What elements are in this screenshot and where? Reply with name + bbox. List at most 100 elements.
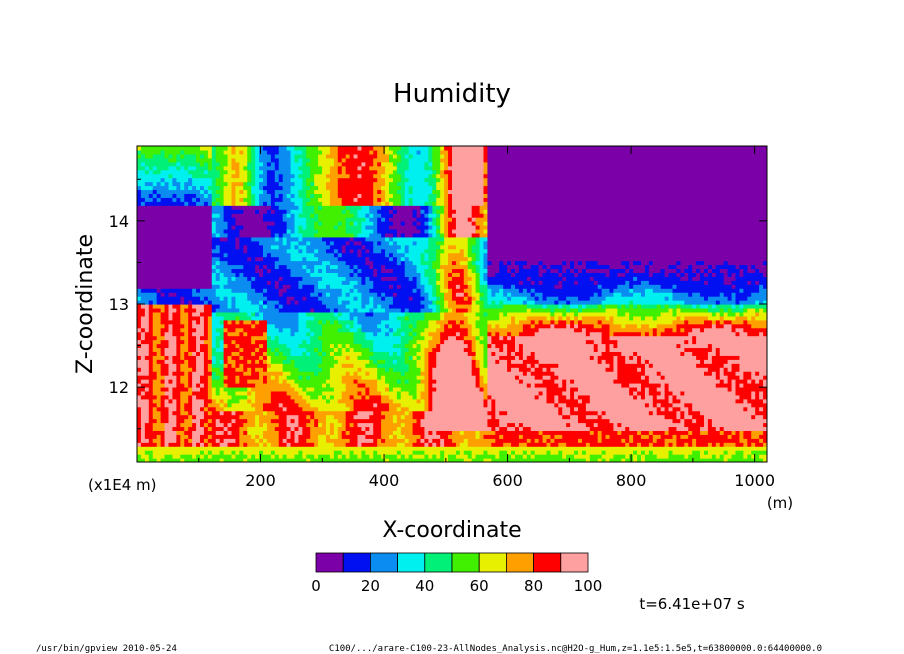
heatmap-cell: [176, 264, 181, 270]
heatmap-cell: [337, 402, 343, 408]
heatmap-cell: [326, 197, 331, 202]
heatmap-cell: [333, 386, 339, 392]
heatmap-cell: [231, 225, 237, 230]
heatmap-cell: [306, 189, 311, 194]
heatmap-cell: [349, 319, 355, 325]
heatmap-cell: [176, 347, 181, 352]
heatmap-cell: [235, 319, 240, 325]
heatmap-cell: [180, 323, 185, 329]
heatmap-cell: [137, 288, 142, 293]
heatmap-cell: [148, 304, 154, 309]
heatmap-cell: [353, 402, 359, 408]
heatmap-cell: [290, 323, 296, 329]
heatmap-cell: [345, 339, 351, 345]
heatmap-cell: [207, 276, 213, 281]
heatmap-cell: [270, 446, 276, 451]
heatmap-cell: [251, 379, 256, 384]
heatmap-cell: [180, 386, 185, 392]
heatmap-cell: [148, 311, 154, 317]
heatmap-cell: [329, 221, 335, 226]
heatmap-cell: [329, 217, 335, 222]
heatmap-cell: [168, 272, 174, 277]
heatmap-cell: [251, 426, 256, 431]
heatmap-cell: [137, 276, 142, 281]
heatmap-cell: [286, 335, 292, 341]
heatmap-cell: [266, 189, 272, 194]
heatmap-cell: [176, 398, 181, 404]
heatmap-cell: [310, 434, 315, 439]
heatmap-cell: [227, 383, 233, 388]
heatmap-cell: [137, 181, 142, 187]
heatmap-cell: [357, 181, 363, 187]
heatmap-cell: [263, 359, 268, 364]
heatmap-cell: [270, 410, 276, 416]
heatmap-cell: [298, 146, 303, 151]
heatmap-cell: [377, 307, 382, 313]
heatmap-cell: [333, 153, 339, 159]
heatmap-cell: [176, 252, 181, 258]
heatmap-cell: [306, 390, 311, 396]
heatmap-cell: [243, 221, 248, 226]
heatmap-cell: [188, 343, 193, 349]
heatmap-cell: [298, 446, 303, 451]
heatmap-cell: [184, 323, 189, 329]
heatmap-cell: [247, 371, 252, 376]
heatmap-cell: [203, 185, 209, 191]
heatmap-cell: [156, 371, 162, 376]
heatmap-cell: [180, 161, 185, 167]
heatmap-cell: [235, 248, 240, 254]
heatmap-cell: [148, 244, 154, 250]
heatmap-cell: [164, 383, 170, 388]
heatmap-cell: [381, 375, 386, 380]
heatmap-cell: [373, 272, 378, 277]
heatmap-cell: [180, 300, 185, 305]
heatmap-cell: [345, 284, 351, 289]
heatmap-cell: [196, 221, 201, 226]
heatmap-cell: [180, 379, 185, 384]
heatmap-cell: [278, 307, 284, 313]
heatmap-cell: [259, 323, 264, 329]
heatmap-cell: [298, 225, 303, 230]
heatmap-cell: [235, 260, 240, 266]
heatmap-cell: [243, 402, 248, 408]
heatmap-cell: [156, 217, 162, 222]
heatmap-cell: [377, 288, 382, 293]
heatmap-cell: [306, 367, 311, 372]
heatmap-cell: [235, 359, 240, 364]
heatmap-cell: [152, 438, 158, 443]
heatmap-cell: [345, 153, 351, 159]
heatmap-cell: [278, 367, 284, 372]
heatmap-cell: [341, 157, 347, 163]
heatmap-cell: [200, 225, 205, 230]
heatmap-cell: [263, 153, 268, 159]
heatmap-cell: [239, 161, 244, 167]
heatmap-cell: [172, 359, 177, 364]
heatmap-cell: [322, 375, 327, 380]
heatmap-cell: [270, 221, 276, 226]
heatmap-cell: [266, 375, 272, 380]
heatmap-cell: [192, 236, 197, 242]
heatmap-cell: [184, 165, 189, 171]
heatmap-cell: [306, 272, 311, 277]
heatmap-cell: [306, 379, 311, 384]
heatmap-cell: [192, 418, 197, 424]
heatmap-cell: [369, 410, 374, 416]
heatmap-cell: [290, 153, 296, 159]
heatmap-cell: [349, 149, 355, 155]
heatmap-cell: [314, 248, 319, 254]
heatmap-cell: [196, 268, 201, 273]
heatmap-cell: [286, 256, 292, 262]
heatmap-cell: [314, 209, 319, 214]
heatmap-cell: [361, 272, 366, 277]
heatmap-cell: [231, 153, 237, 159]
heatmap-cell: [361, 225, 366, 230]
heatmap-cell: [172, 454, 177, 459]
heatmap-cell: [337, 323, 343, 329]
heatmap-cell: [172, 276, 177, 281]
heatmap-cell: [290, 319, 296, 325]
heatmap-cell: [235, 280, 240, 285]
heatmap-cell: [215, 256, 221, 262]
heatmap-cell: [188, 240, 193, 246]
heatmap-cell: [255, 315, 260, 321]
heatmap-cell: [196, 438, 201, 443]
